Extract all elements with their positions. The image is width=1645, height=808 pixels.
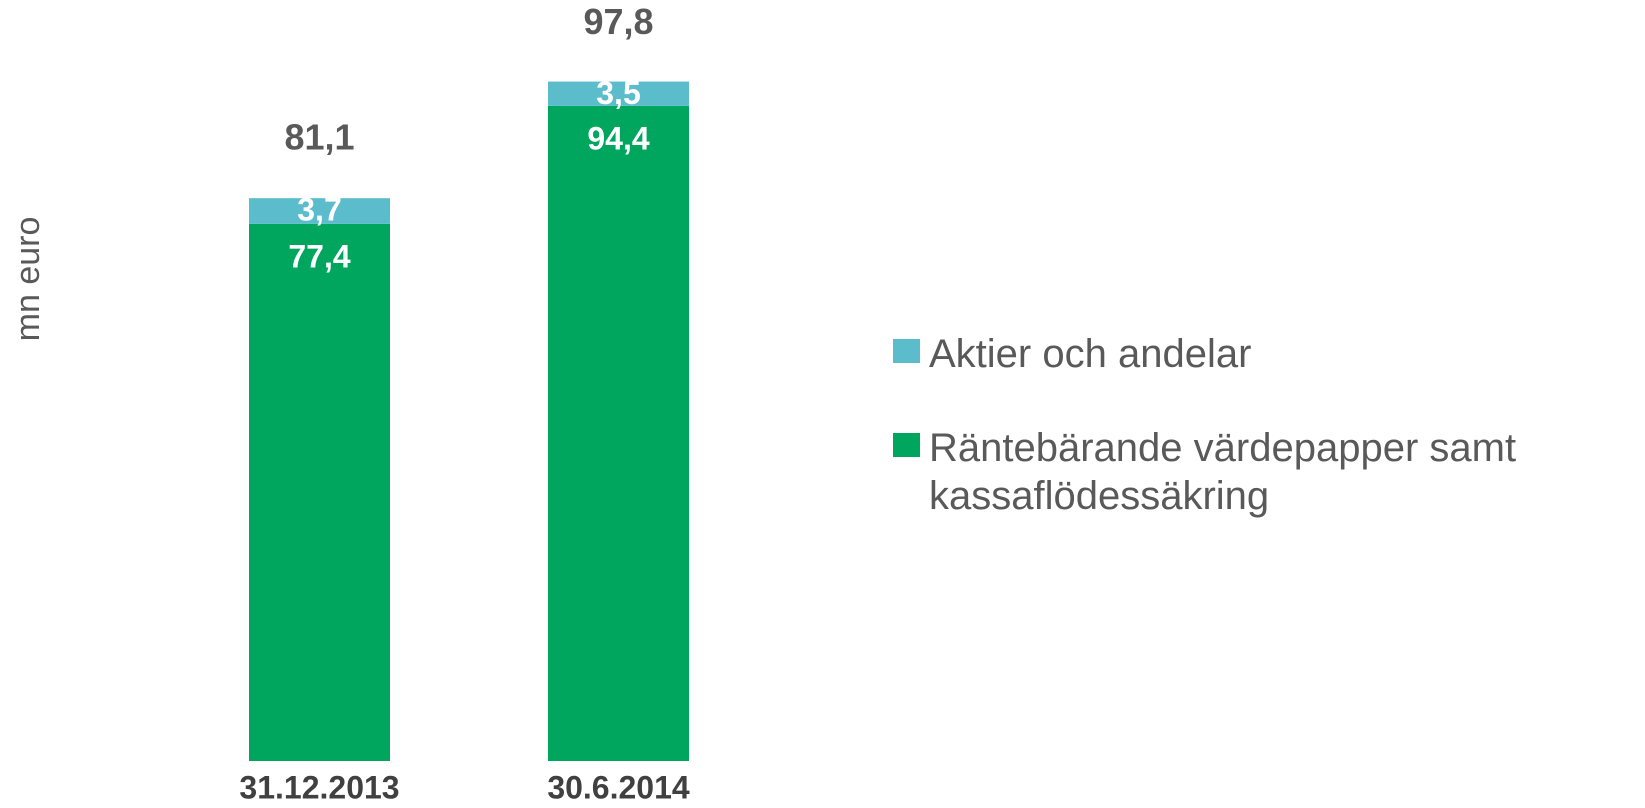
legend-label: Räntebärande värdepapper samt kassaflöde… <box>929 426 1517 518</box>
value-label: 3,5 <box>596 75 640 111</box>
value-label: 3,7 <box>297 192 341 228</box>
legend-swatch <box>893 433 920 457</box>
x-tick-label: 31.12.2013 <box>239 769 399 805</box>
legend-item: Aktier och andelar <box>893 330 1593 378</box>
legend: Aktier och andelar Räntebärande värdepapp… <box>893 330 1593 566</box>
x-tick-label: 30.6.2014 <box>547 769 690 805</box>
legend-swatch <box>893 339 920 363</box>
total-label: 97,8 <box>583 1 653 42</box>
total-label: 81,1 <box>284 117 354 158</box>
bar-segment <box>249 223 390 761</box>
y-axis-label: mn euro <box>9 217 47 342</box>
value-label: 94,4 <box>587 120 649 156</box>
bar-segment <box>548 105 689 761</box>
bar-segment <box>249 198 390 224</box>
legend-item: Räntebärande värdepapper samt kassaflöde… <box>893 424 1593 520</box>
value-label: 77,4 <box>288 238 350 274</box>
legend-label: Aktier och andelar <box>929 332 1252 376</box>
bar-segment <box>548 81 689 106</box>
